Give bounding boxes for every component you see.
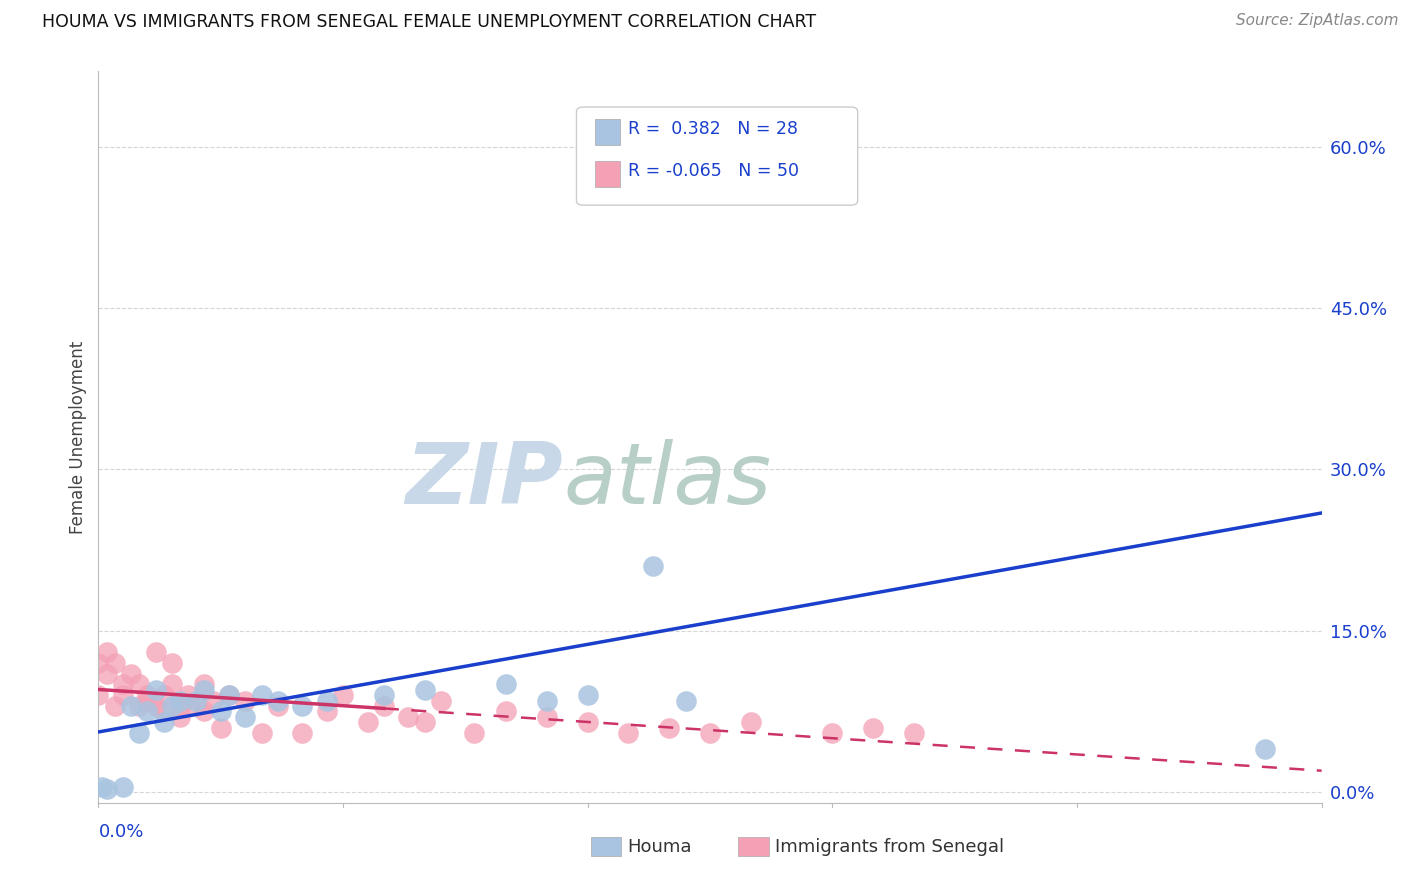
Point xyxy=(177,688,200,702)
Point xyxy=(373,698,395,713)
Point xyxy=(413,715,436,730)
Point xyxy=(136,688,159,702)
Point xyxy=(104,656,127,670)
Point xyxy=(160,698,183,713)
Point xyxy=(136,693,159,707)
Text: Source: ZipAtlas.com: Source: ZipAtlas.com xyxy=(1236,13,1399,29)
Point xyxy=(193,682,215,697)
Point xyxy=(186,698,208,713)
Point xyxy=(315,693,337,707)
Point xyxy=(862,721,884,735)
Point xyxy=(315,705,337,719)
Point xyxy=(576,715,599,730)
Point xyxy=(267,698,290,713)
Point xyxy=(576,688,599,702)
Point xyxy=(740,715,762,730)
Point xyxy=(218,688,240,702)
Point xyxy=(111,780,134,794)
Point xyxy=(332,688,354,702)
Point xyxy=(495,677,517,691)
Point xyxy=(291,726,314,740)
Point xyxy=(160,677,183,691)
Point xyxy=(87,688,110,702)
Point xyxy=(675,693,697,707)
Point xyxy=(821,139,844,153)
Point xyxy=(291,698,314,713)
Point xyxy=(903,726,925,740)
Point xyxy=(128,677,150,691)
Point xyxy=(152,688,174,702)
Text: Houma: Houma xyxy=(627,838,692,855)
Point xyxy=(160,656,183,670)
Point xyxy=(396,710,419,724)
Point xyxy=(169,710,191,724)
Point xyxy=(430,693,453,707)
Point xyxy=(193,677,215,691)
Point xyxy=(152,715,174,730)
Point xyxy=(658,721,681,735)
Point xyxy=(699,726,721,740)
Point xyxy=(617,726,640,740)
Point xyxy=(96,666,118,681)
Point xyxy=(145,682,167,697)
Point xyxy=(233,693,256,707)
Point xyxy=(136,705,159,719)
Point xyxy=(250,726,273,740)
Point xyxy=(111,677,134,691)
Point xyxy=(111,688,134,702)
Text: 0.0%: 0.0% xyxy=(98,823,143,841)
Point xyxy=(193,705,215,719)
Text: Immigrants from Senegal: Immigrants from Senegal xyxy=(775,838,1004,855)
Point xyxy=(96,645,118,659)
Point xyxy=(145,698,167,713)
Point xyxy=(120,666,142,681)
Point xyxy=(209,721,232,735)
Text: ZIP: ZIP xyxy=(405,440,564,523)
Text: R =  0.382   N = 28: R = 0.382 N = 28 xyxy=(628,120,799,138)
Point xyxy=(152,705,174,719)
Point xyxy=(218,688,240,702)
Y-axis label: Female Unemployment: Female Unemployment xyxy=(69,341,87,533)
Point xyxy=(267,693,290,707)
Text: HOUMA VS IMMIGRANTS FROM SENEGAL FEMALE UNEMPLOYMENT CORRELATION CHART: HOUMA VS IMMIGRANTS FROM SENEGAL FEMALE … xyxy=(42,13,817,31)
Point xyxy=(1253,742,1275,756)
Point xyxy=(104,698,127,713)
Point xyxy=(641,559,664,574)
Point xyxy=(463,726,485,740)
Point xyxy=(821,726,844,740)
Point xyxy=(87,656,110,670)
Point xyxy=(209,705,232,719)
Point xyxy=(128,698,150,713)
Point xyxy=(145,645,167,659)
Point xyxy=(413,682,436,697)
Point xyxy=(128,726,150,740)
Point xyxy=(201,693,224,707)
Point xyxy=(169,693,191,707)
Point xyxy=(373,688,395,702)
Point xyxy=(91,780,114,794)
Point xyxy=(120,698,142,713)
Point xyxy=(169,698,191,713)
Point xyxy=(536,693,558,707)
Point xyxy=(233,710,256,724)
Point xyxy=(536,710,558,724)
Point xyxy=(96,781,118,796)
Point xyxy=(250,688,273,702)
Point xyxy=(356,715,378,730)
Text: R = -0.065   N = 50: R = -0.065 N = 50 xyxy=(628,162,800,180)
Point xyxy=(495,705,517,719)
Point xyxy=(186,693,208,707)
Text: atlas: atlas xyxy=(564,440,772,523)
